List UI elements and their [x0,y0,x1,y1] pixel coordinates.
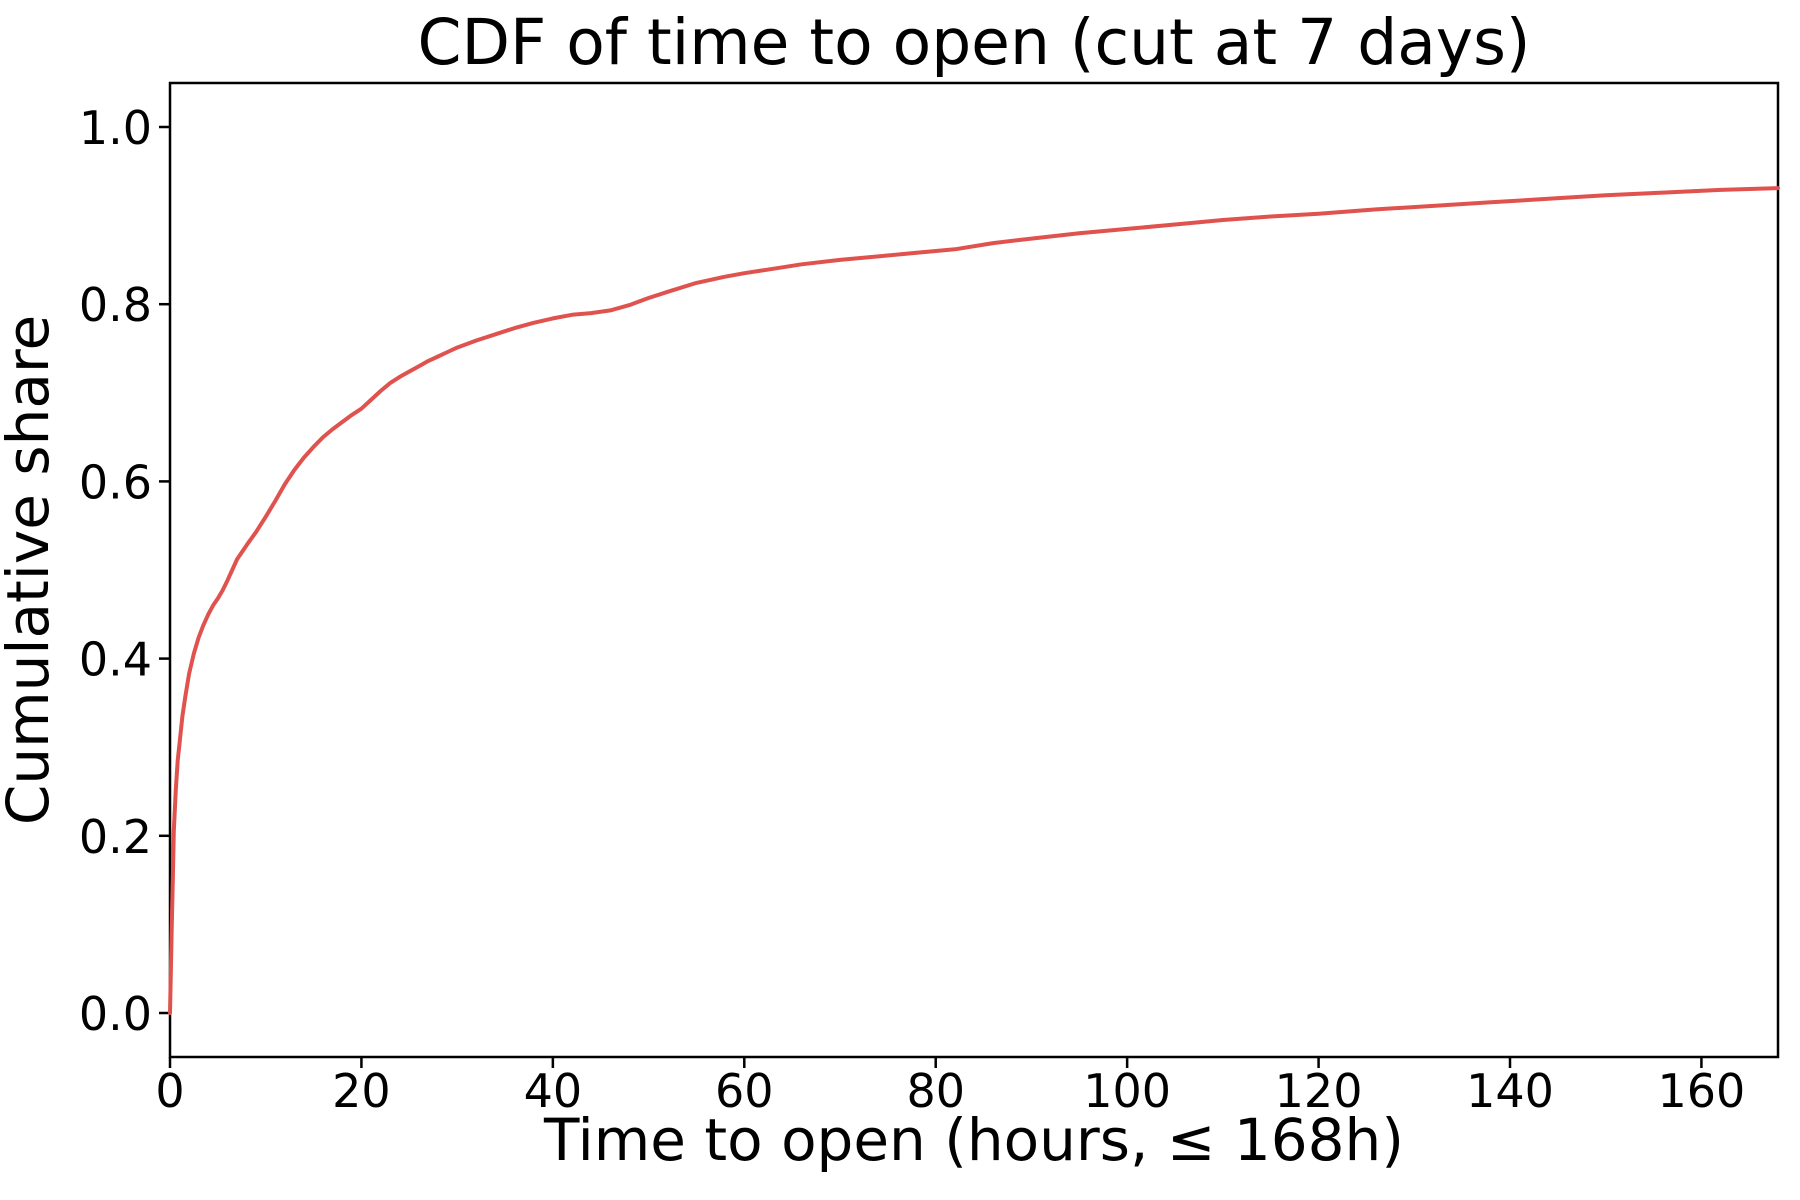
y-tick-label: 1.0 [79,101,152,155]
plot-area-border [168,81,1780,1059]
y-axis-label: Cumulative share [0,315,62,825]
chart-title: CDF of time to open (cut at 7 days) [418,6,1531,79]
x-tick-label: 120 [1275,1064,1363,1118]
y-tick-label: 0.8 [79,278,152,332]
y-tick-label: 0.2 [79,810,152,864]
x-tick-label: 80 [906,1064,965,1118]
x-tick-label: 60 [715,1064,774,1118]
y-tick-label: 0.4 [79,633,152,687]
x-tick-label: 140 [1466,1064,1554,1118]
x-tick-label: 100 [1083,1064,1171,1118]
cdf-line [168,186,1780,1015]
x-tick-label: 0 [155,1064,184,1118]
x-tick-label: 40 [524,1064,583,1118]
x-tick-label: 160 [1658,1064,1746,1118]
y-axis-ticks: 0.0 0.2 0.4 0.6 0.8 1.0 [79,101,170,1041]
x-tick-label: 20 [332,1064,391,1118]
y-tick-label: 0.6 [79,455,152,509]
x-axis-ticks: 0 20 40 60 80 100 120 140 160 [155,1057,1745,1118]
x-axis-label: Time to open (hours, ≤ 168h) [543,1106,1404,1174]
y-tick-label: 0.0 [79,987,152,1041]
